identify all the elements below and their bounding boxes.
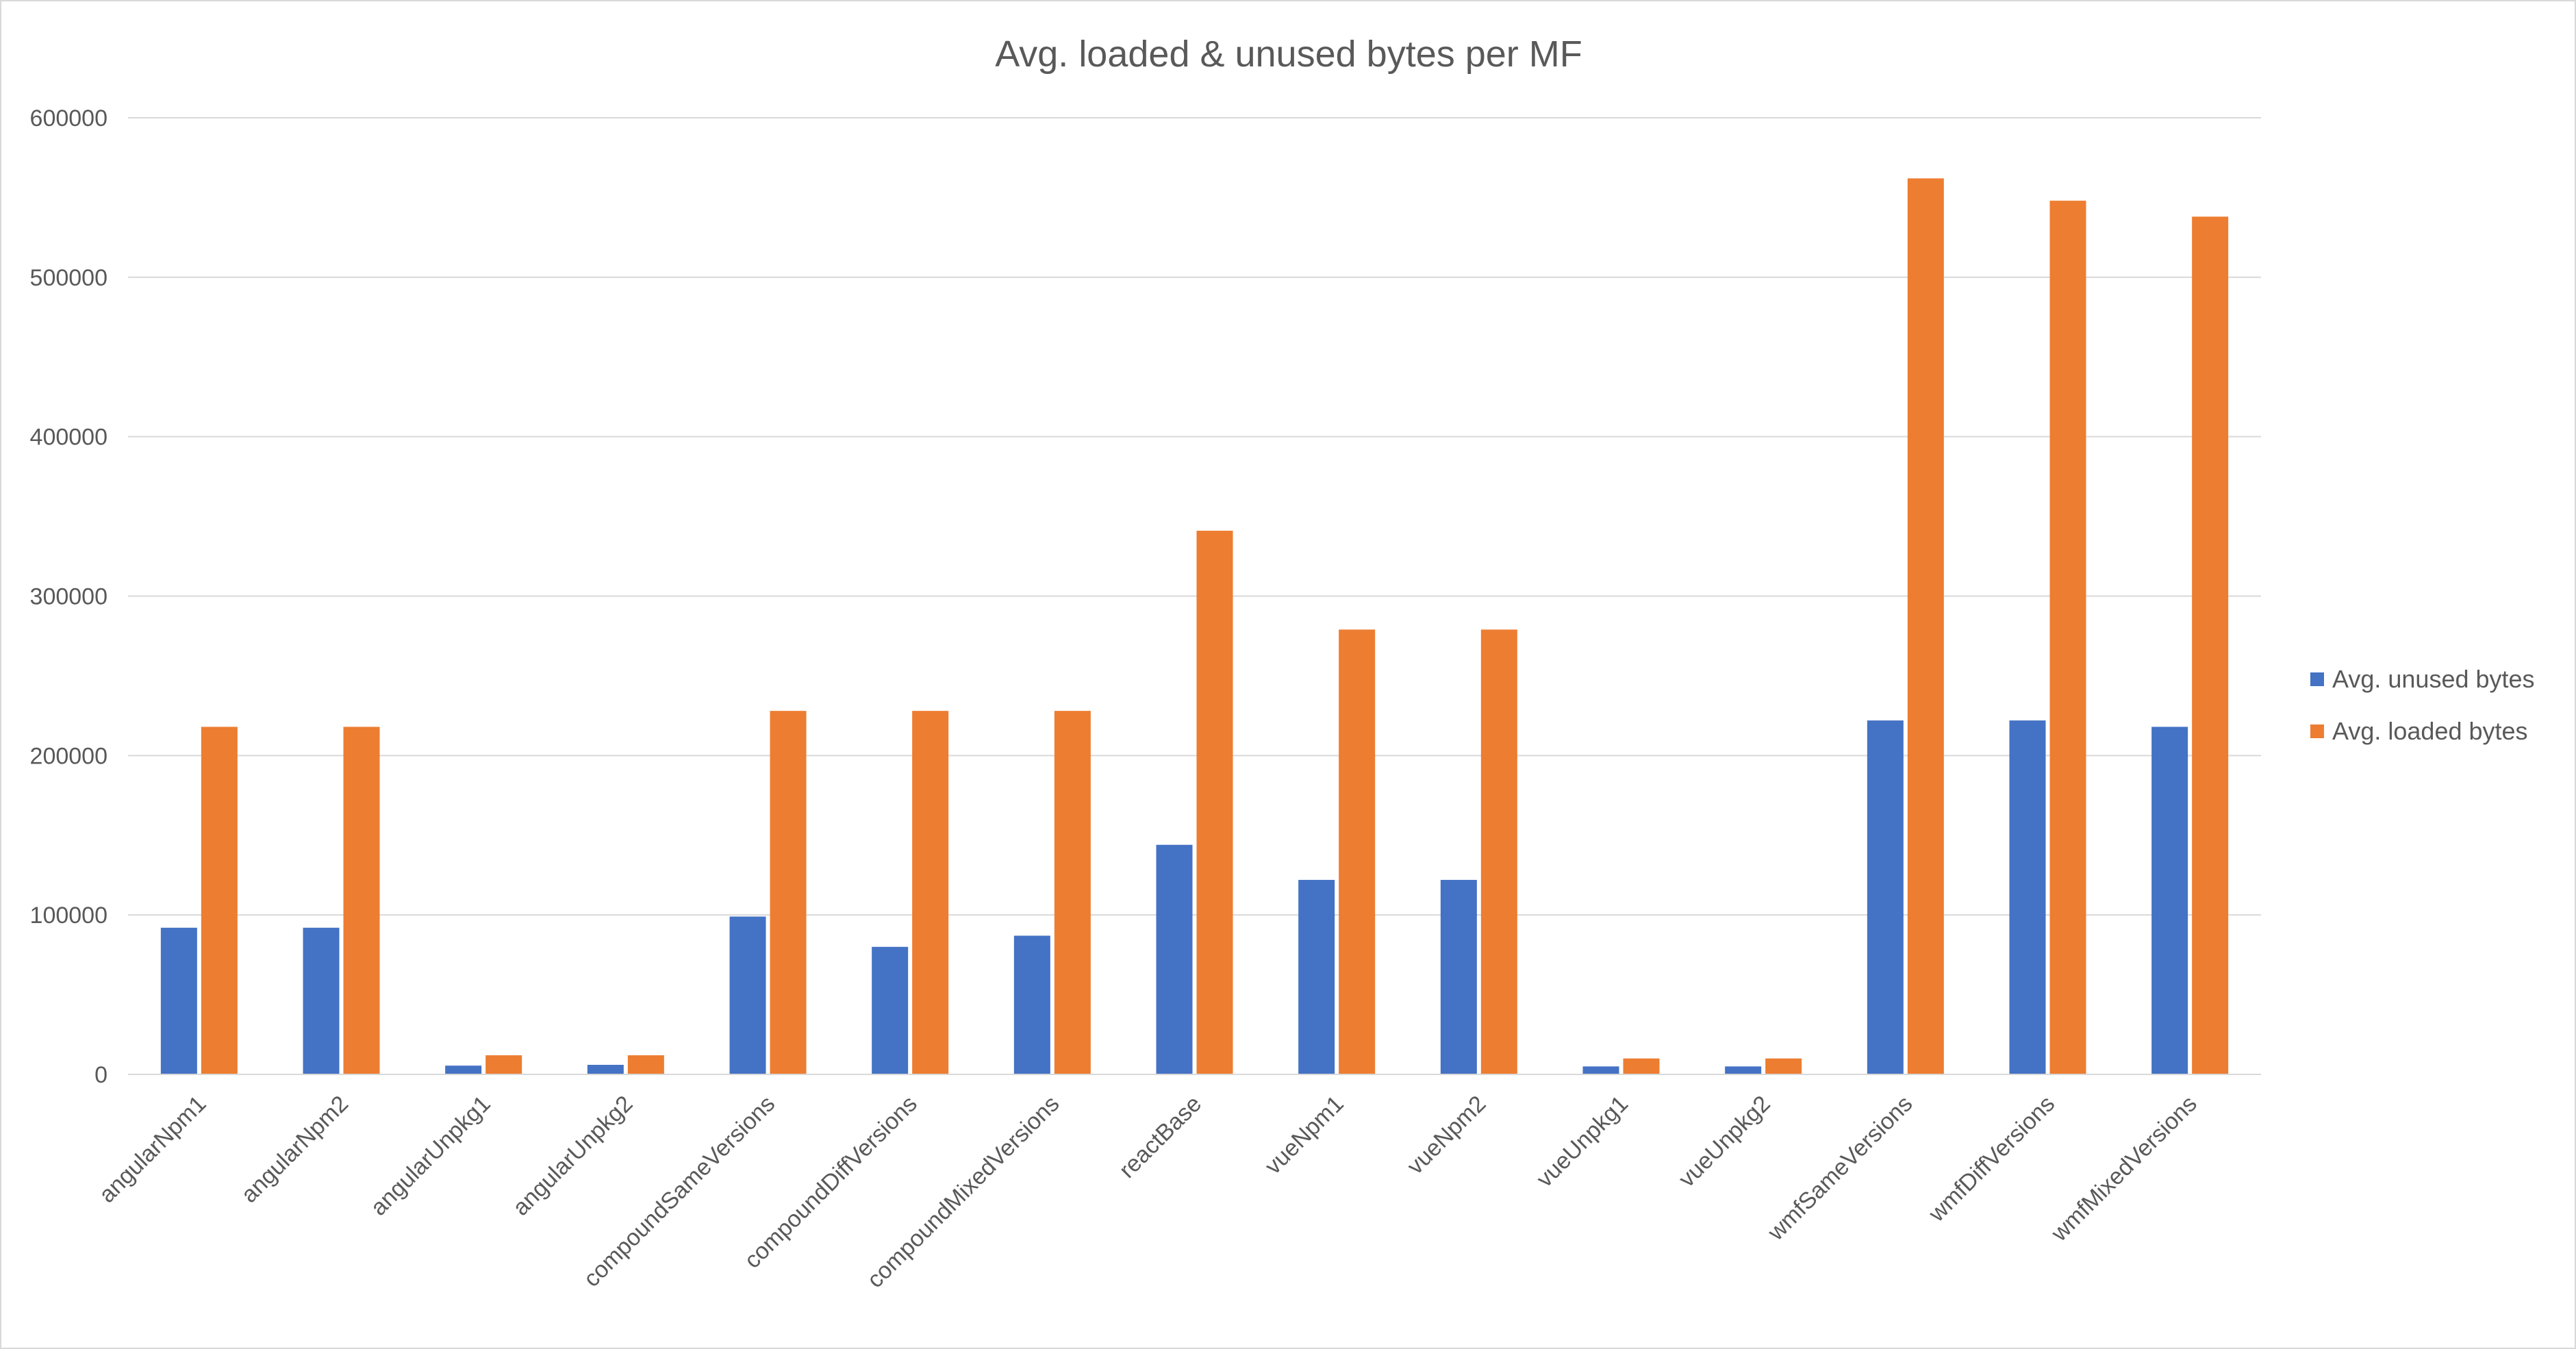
y-tick-label: 500000 <box>30 265 108 291</box>
bar-group <box>1725 1058 1802 1074</box>
bar-loaded-bytes <box>1765 1058 1802 1074</box>
bar-loaded-bytes <box>1196 531 1233 1074</box>
x-category-label: angularNpm2 <box>236 1091 353 1208</box>
x-category-label: wmfMixedVersions <box>2046 1091 2202 1247</box>
bar-group <box>872 711 949 1074</box>
x-category-label: vueUnpkg1 <box>1532 1091 1634 1193</box>
bar-loaded-bytes <box>201 727 238 1074</box>
x-category-label: angularUnpkg2 <box>508 1091 638 1221</box>
bar-loaded-bytes <box>2192 216 2229 1074</box>
legend-item: Avg. loaded bytes <box>2310 717 2528 745</box>
bar-unused-bytes <box>872 946 909 1074</box>
bar-unused-bytes <box>1867 720 1904 1074</box>
bar-unused-bytes <box>587 1065 624 1074</box>
bar-loaded-bytes <box>485 1055 522 1074</box>
y-tick-label: 200000 <box>30 743 108 769</box>
x-axis-category-labels: angularNpm1 angularNpm2 angularUnpkg1 angul… <box>94 1091 2202 1293</box>
bar-group <box>2151 216 2229 1074</box>
bar-loaded-bytes <box>1054 711 1091 1074</box>
bar-group <box>587 1055 664 1074</box>
legend-label: Avg. loaded bytes <box>2332 717 2528 745</box>
bar-unused-bytes <box>1156 844 1193 1074</box>
x-category-label: vueNpm2 <box>1402 1091 1491 1180</box>
bar-loaded-bytes <box>2049 201 2086 1074</box>
legend-swatch <box>2310 672 2324 686</box>
y-tick-label: 100000 <box>30 903 108 929</box>
bars <box>160 178 2229 1074</box>
bar-group <box>1298 629 1376 1074</box>
x-category-label: wmfDiffVersions <box>1923 1091 2060 1227</box>
bar-unused-bytes <box>2009 720 2046 1074</box>
x-category-label: angularNpm1 <box>94 1091 211 1208</box>
bar-loaded-bytes <box>1907 178 1944 1074</box>
bar-unused-bytes <box>1013 935 1050 1074</box>
bar-group <box>160 727 238 1074</box>
legend-label: Avg. unused bytes <box>2332 665 2535 693</box>
bar-group <box>303 727 380 1074</box>
legend-swatch <box>2310 724 2324 738</box>
bar-unused-bytes <box>2151 727 2188 1074</box>
x-category-label: reactBase <box>1114 1091 1207 1183</box>
chart-title: Avg. loaded & unused bytes per MF <box>995 34 1582 75</box>
bar-unused-bytes <box>1582 1066 1619 1074</box>
legend: Avg. unused bytes Avg. loaded bytes <box>2310 665 2535 745</box>
bar-loaded-bytes <box>770 711 807 1074</box>
bar-loaded-bytes <box>1480 629 1517 1074</box>
x-category-label: wmfSameVersions <box>1763 1091 1918 1246</box>
bar-group <box>1867 178 1944 1074</box>
bar-loaded-bytes <box>912 711 949 1074</box>
y-tick-label: 300000 <box>30 584 108 610</box>
bar-group <box>2009 201 2086 1074</box>
bar-group <box>1440 629 1517 1074</box>
bar-group <box>1156 531 1233 1074</box>
bar-loaded-bytes <box>1623 1058 1660 1074</box>
bar-group <box>1582 1058 1660 1074</box>
bar-group <box>1013 711 1091 1074</box>
y-tick-label: 0 <box>94 1062 108 1088</box>
bar-unused-bytes <box>729 916 766 1074</box>
bar-loaded-bytes <box>343 727 380 1074</box>
y-tick-label: 600000 <box>30 105 108 131</box>
bar-group <box>729 711 807 1074</box>
bar-unused-bytes <box>160 927 197 1074</box>
y-axis-ticks: 0 100000 200000 300000 400000 500000 600000 <box>30 105 108 1088</box>
bar-group <box>445 1055 522 1074</box>
bar-unused-bytes <box>1725 1066 1762 1074</box>
bar-unused-bytes <box>445 1066 482 1074</box>
legend-item: Avg. unused bytes <box>2310 665 2535 693</box>
x-category-label: vueNpm1 <box>1260 1091 1349 1180</box>
bar-loaded-bytes <box>627 1055 664 1074</box>
x-category-label: vueUnpkg2 <box>1674 1091 1776 1193</box>
bar-unused-bytes <box>1298 879 1335 1074</box>
y-tick-label: 400000 <box>30 425 108 451</box>
bar-unused-bytes <box>303 927 340 1074</box>
gridlines <box>128 117 2261 916</box>
bar-unused-bytes <box>1440 879 1477 1074</box>
x-category-label: angularUnpkg1 <box>366 1091 496 1221</box>
bar-loaded-bytes <box>1339 629 1376 1074</box>
